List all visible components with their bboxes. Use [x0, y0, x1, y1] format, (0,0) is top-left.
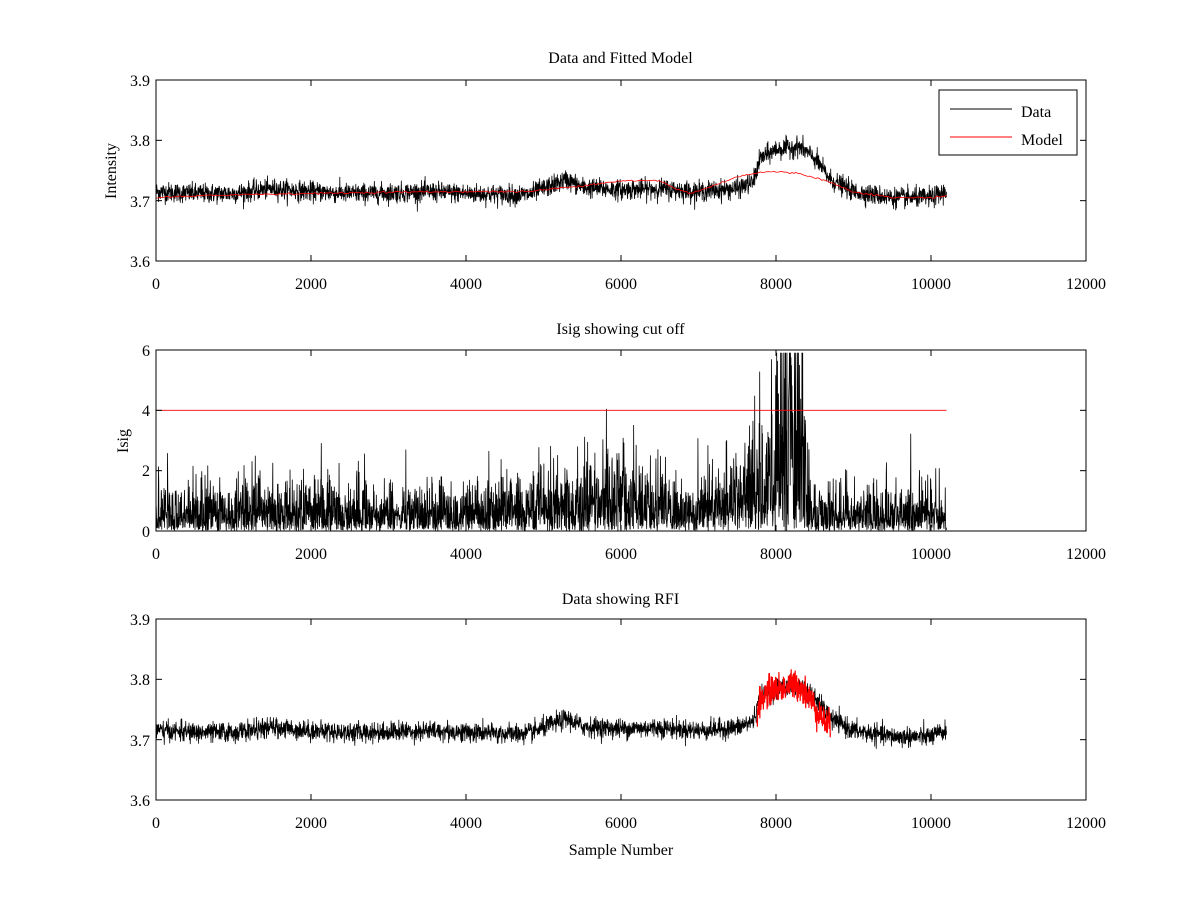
panel-2-xtick: 12000 [1066, 546, 1106, 563]
panel-2-series [155, 352, 947, 532]
panel-1-ytick: 3.7 [130, 194, 150, 211]
panel-2-title: Isig showing cut off [556, 321, 685, 338]
panel-3-plot-frame [155, 618, 1087, 801]
panel-3-xlabel: Sample Number [569, 842, 674, 859]
panel-1-xtick: 12000 [1066, 276, 1106, 293]
panel-3: Data showing RFI 0 2000 4000 6000 8000 1… [130, 591, 1106, 859]
panel-2-xtick: 0 [152, 546, 160, 563]
panel-2-ytick: 6 [142, 343, 150, 360]
panel-3-xtick: 0 [152, 815, 160, 832]
panel-1-title: Data and Fitted Model [548, 50, 693, 67]
panel-2-ytick: 4 [142, 403, 150, 420]
panel-3-series [155, 669, 947, 749]
panel-3-xtick: 2000 [295, 815, 327, 832]
panel-3-title: Data showing RFI [562, 591, 679, 608]
panel-2-xtick: 6000 [605, 546, 637, 563]
panel-2: Isig showing cut off 0 2000 4000 6000 80… [115, 321, 1106, 563]
panel-1: Data and Fitted Model 0 2000 4000 6000 8… [103, 50, 1106, 293]
legend-box [938, 89, 1078, 156]
panel-1-xtick: 2000 [295, 276, 327, 293]
panel-1-series [155, 134, 947, 212]
legend-model-label: Model [1021, 132, 1063, 149]
panel-1-xtick: 0 [152, 276, 160, 293]
panel-1-ytick: 3.9 [130, 73, 150, 90]
panel-1-xtick: 8000 [760, 276, 792, 293]
panel-2-xtick: 10000 [911, 546, 951, 563]
panel-3-ytick: 3.8 [130, 672, 150, 689]
panel-1-ylabel: Intensity [103, 143, 120, 199]
panel-2-ylabel: Isig [115, 429, 132, 453]
panel-1-ticks [155, 79, 1087, 262]
series-isig-line [155, 352, 947, 532]
legend-data-label: Data [1021, 104, 1051, 121]
panel-1-ytick: 3.6 [130, 254, 150, 271]
panel-3-ytick: 3.7 [130, 733, 150, 750]
panel-3-ytick: 3.6 [130, 793, 150, 810]
series-model-line [155, 170, 947, 199]
series-data-line [155, 672, 947, 749]
legend: Data Model [938, 89, 1078, 156]
panel-3-xtick: 10000 [911, 815, 951, 832]
panel-2-xtick: 2000 [295, 546, 327, 563]
panel-2-ytick: 0 [142, 524, 150, 541]
panel-2-ytick: 2 [142, 463, 150, 480]
panel-1-xtick: 10000 [911, 276, 951, 293]
panel-3-xtick: 8000 [760, 815, 792, 832]
series-data-line [155, 134, 947, 212]
panel-3-xtick: 6000 [605, 815, 637, 832]
panel-3-ytick: 3.9 [130, 612, 150, 629]
panel-1-xtick: 6000 [605, 276, 637, 293]
panel-2-xtick: 4000 [450, 546, 482, 563]
panel-1-xtick: 4000 [450, 276, 482, 293]
panel-3-ticks [155, 618, 1087, 801]
panel-3-xtick: 12000 [1066, 815, 1106, 832]
panel-2-xtick: 8000 [760, 546, 792, 563]
panel-1-ytick: 3.8 [130, 133, 150, 150]
panel-3-xtick: 4000 [450, 815, 482, 832]
panel-2-ticks [155, 349, 1087, 532]
series-rfi-line [756, 669, 831, 738]
